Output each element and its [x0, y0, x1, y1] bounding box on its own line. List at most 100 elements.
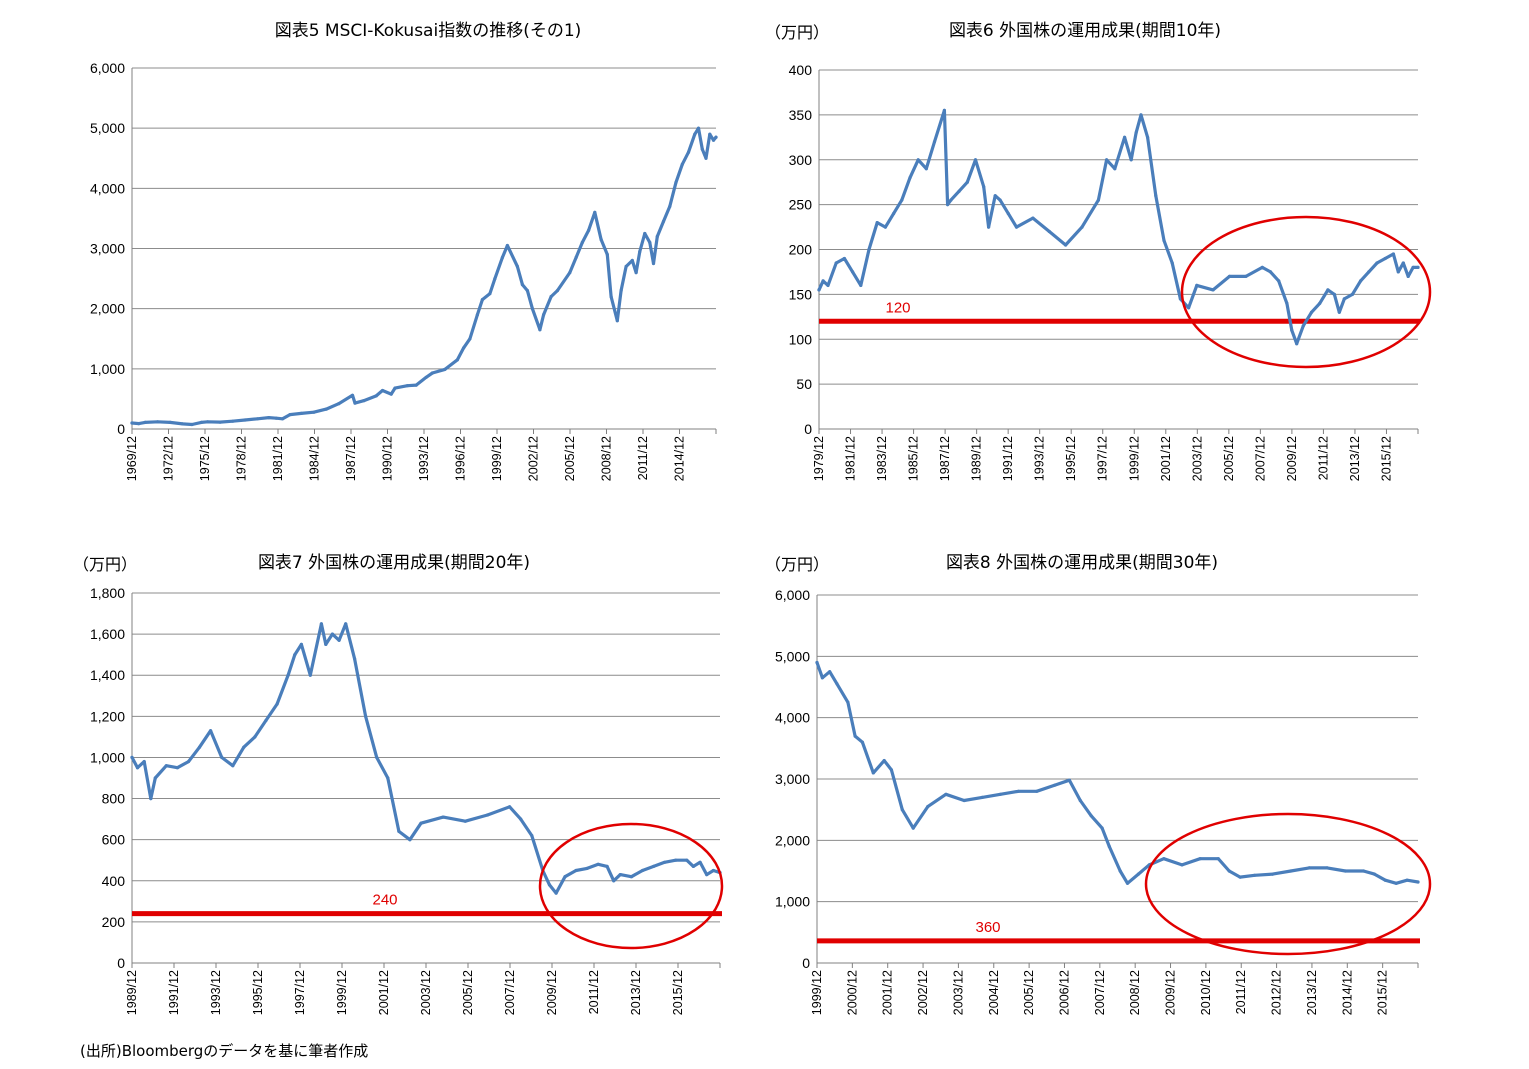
series-line: [130, 126, 718, 427]
data-point: [555, 289, 560, 293]
data-point: [1253, 873, 1257, 877]
data-point: [1216, 857, 1220, 861]
x-tick-label: 1993/12: [1033, 436, 1047, 481]
data-point: [485, 813, 490, 817]
data-point: [393, 386, 397, 390]
data-point: [255, 417, 260, 421]
data-point: [267, 416, 271, 420]
data-point: [156, 420, 160, 424]
chart-title: 図表8 外国株の運用成果(期間30年): [946, 553, 1218, 573]
data-point: [1383, 256, 1387, 261]
data-point: [186, 760, 191, 764]
data-point: [137, 422, 141, 426]
data-point: [547, 883, 552, 887]
data-point: [585, 866, 589, 871]
data-point: [1285, 301, 1289, 305]
x-tick-label: 2011/12: [636, 436, 650, 480]
data-point: [475, 313, 479, 317]
data-point: [685, 858, 689, 862]
data-point: [463, 819, 467, 823]
data-point: [821, 279, 825, 283]
x-tick-label: 2005/12: [1222, 436, 1236, 481]
data-point: [834, 261, 838, 265]
x-tick-label: 1969/12: [125, 436, 139, 481]
data-point: [883, 225, 888, 229]
y-tick-label: 1,000: [775, 894, 810, 910]
data-point: [149, 797, 153, 801]
y-tick-label: 250: [789, 197, 813, 213]
y-tick-label: 5,000: [90, 120, 125, 136]
data-point: [375, 755, 379, 760]
highlight-ellipse: [538, 822, 724, 950]
data-point: [220, 755, 224, 760]
data-point: [288, 413, 292, 417]
data-point: [468, 337, 472, 341]
data-point: [493, 277, 497, 281]
data-point: [652, 864, 656, 869]
data-point: [280, 417, 285, 421]
data-point: [1113, 167, 1117, 171]
data-point: [648, 240, 652, 245]
data-point: [1238, 875, 1242, 879]
x-tick-label: 2001/12: [377, 970, 391, 1015]
y-tick-label: 1,800: [90, 585, 125, 601]
x-tick-label: 1993/12: [209, 970, 223, 1015]
x-tick-label: 1997/12: [1096, 436, 1110, 481]
y-tick-label: 1,000: [90, 749, 125, 765]
data-point: [1014, 225, 1019, 229]
data-point: [1372, 872, 1376, 876]
data-point: [206, 420, 210, 424]
data-point: [337, 402, 341, 406]
data-point: [842, 256, 847, 261]
x-tick-label: 2015/12: [1379, 436, 1393, 481]
x-tick-label: 1983/12: [875, 436, 889, 481]
data-point: [946, 203, 950, 207]
data-point: [344, 622, 348, 626]
data-point: [640, 868, 645, 873]
data-point: [916, 158, 920, 162]
x-tick-label: 2003/12: [419, 970, 433, 1015]
unit-label: （万円）: [765, 23, 829, 42]
y-tick-label: 350: [789, 107, 813, 123]
data-point: [519, 817, 523, 821]
data-point: [587, 228, 591, 232]
data-point: [299, 642, 303, 647]
data-point: [851, 270, 855, 274]
data-point: [973, 158, 978, 162]
data-point: [1031, 216, 1035, 220]
reference-label: 240: [372, 892, 397, 909]
x-tick-label: 1996/12: [454, 436, 468, 481]
data-point: [1416, 265, 1420, 269]
chart-msci-kokusai-index: 図表5 MSCI-Kokusai指数の推移(その1) 0 1,000 2,000 3,0…: [90, 21, 718, 481]
data-point: [508, 805, 512, 809]
data-point: [243, 418, 247, 422]
data-point: [337, 638, 341, 642]
x-tick-label: 1995/12: [1064, 436, 1078, 481]
data-point: [860, 740, 865, 744]
highlight-ellipse: [1180, 215, 1432, 369]
x-tick-label: 2000/12: [845, 970, 859, 1015]
data-point: [299, 411, 303, 415]
data-point: [319, 622, 323, 626]
x-tick-label: 2007/12: [1093, 970, 1107, 1015]
data-point: [1047, 229, 1051, 234]
data-point: [1211, 288, 1215, 292]
data-point: [525, 289, 530, 293]
x-tick-label: 2011/12: [1316, 436, 1330, 480]
x-tick-label: 1999/12: [490, 436, 504, 481]
y-tick-label: 1,600: [90, 626, 125, 642]
data-point: [563, 875, 567, 879]
y-tick-label: 200: [102, 914, 126, 930]
data-point: [1170, 261, 1174, 265]
data-point: [882, 759, 886, 763]
data-point: [714, 135, 718, 139]
data-point: [153, 776, 157, 780]
data-point: [293, 653, 297, 657]
chart-title: 図表7 外国株の運用成果(期間20年): [258, 553, 530, 573]
data-point: [643, 231, 647, 236]
data-point: [926, 805, 930, 809]
data-point: [1139, 113, 1143, 117]
data-point: [615, 319, 619, 323]
chart-foreign-stock-20y: 図表7 外国株の運用成果(期間20年) （万円） 0 200 400 600 800 1,00…: [73, 553, 724, 1015]
data-point: [900, 198, 904, 202]
